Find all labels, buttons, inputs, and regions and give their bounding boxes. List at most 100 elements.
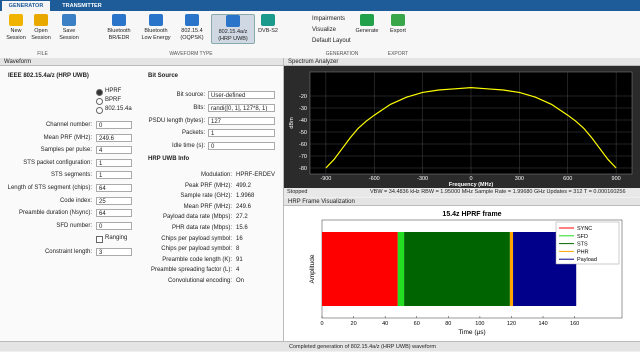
button-label: Save Session [59,28,79,41]
frame-segment [322,232,398,306]
info-value: 499.2 [236,182,252,189]
field-value[interactable]: 1 [96,158,132,167]
field-label: Packets: [181,130,205,137]
field-label: Bit source: [176,92,205,98]
menu-item[interactable]: Impairments [312,16,346,22]
icon [391,14,405,26]
icon [185,14,199,26]
x-tick-label: 300 [515,176,524,182]
menu-item[interactable]: Visualize [312,27,336,33]
x-tick-label: -600 [369,176,380,182]
info-label: Payload data rate (Mbps): [162,214,232,221]
button-label: New Session [6,28,26,41]
button[interactable]: Save Session [56,14,82,42]
info-value: 15.6 [236,225,248,231]
group-label: WAVEFORM TYPE [169,51,213,57]
info-value: 4 [236,267,240,274]
field-label: Bits: [193,104,205,111]
menu-item[interactable]: Default Layout [312,38,351,44]
info-label: Modulation: [200,172,232,178]
y-tick-label: -40 [299,118,307,124]
section-header: IEEE 802.15.4a/z (HRP UWB) [8,73,89,79]
x-tick-label: 20 [351,321,357,327]
button[interactable]: Open Session [28,14,54,42]
info-value: 27.2 [236,214,248,221]
icon [149,14,163,26]
x-tick-label: 600 [563,176,572,182]
info-label: Chips per payload symbol: [161,246,232,253]
field-label: Channel number: [45,122,92,128]
state: Stopped [287,189,308,195]
field-label: Constraint length: [44,249,92,255]
field-label: PSDU length (bytes): [148,117,205,124]
checkbox[interactable] [96,236,103,243]
x-tick-label: 40 [382,321,388,327]
button[interactable]: Bluetooth BR/EDR [99,14,139,42]
icon [34,14,48,26]
field-value[interactable]: 127 [208,116,275,125]
field-value[interactable]: 3 [96,248,132,256]
y-tick-label: -60 [299,142,307,148]
x-tick-label: -900 [320,176,331,182]
info-label: Preamble code length (K): [162,256,232,263]
field-value[interactable]: 0 [96,121,132,129]
field-value[interactable]: 0 [208,142,275,151]
checkbox-label: Ranging [105,235,128,241]
field-label: Mean PRF (MHz): [43,134,92,141]
field-value[interactable]: 4 [96,146,132,155]
button[interactable]: DVB-S2 [255,14,281,35]
field-value[interactable]: 64 [96,209,132,218]
tab[interactable]: GENERATOR [2,1,50,11]
button[interactable]: 802.15.4 (OQPSK) [174,14,210,42]
info-label: Peak PRF (MHz): [184,182,232,189]
field-value[interactable]: 1 [96,171,132,180]
field-value[interactable]: 64 [96,184,132,192]
field-value[interactable]: 249.6 [96,133,132,142]
info-value: 1.9968 [236,193,255,200]
button[interactable]: New Session [3,14,29,42]
radio[interactable] [96,98,103,105]
icon [62,14,76,26]
field-value[interactable]: 1 [208,129,275,138]
info-value: HPRF-ERDEV [236,172,276,178]
field-label: Samples per pulse: [40,147,92,154]
x-tick-label: 120 [507,321,516,327]
field-label: STS segments: [50,172,92,179]
button[interactable]: 802.15.4a/z (HRP UWB) [211,14,255,44]
button[interactable]: Export [386,14,410,35]
button-label: Open Session [31,28,51,41]
info-label: Chips per payload symbol: [161,235,232,242]
radio-label: BPRF [105,97,122,103]
field-label: Preamble duration (Nsync): [18,210,92,217]
radio[interactable] [96,107,103,114]
field-value[interactable]: 25 [96,196,132,205]
info-value: 249.6 [236,203,252,210]
button-label: 802.15.4a/z (HRP UWB) [218,29,248,42]
legend-label: SFD [577,234,588,240]
field-label: STS packet configuration: [23,159,92,166]
field-label: Idle time (s): [171,143,205,150]
legend-label: PHR [577,249,589,255]
group-label: FILE [37,51,48,57]
x-tick-label: 80 [445,321,451,327]
legend-label: Payload [577,257,597,263]
field-value[interactable]: randi([0, 1], 127*8, 1) [208,103,275,112]
radio-label: 802.15.4a [105,106,132,112]
info-label: Mean PRF (MHz): [183,203,232,210]
info-label: PHR data rate (Mbps): [171,225,232,231]
button[interactable]: Bluetooth Low Energy [139,14,173,42]
x-axis-label: Time (μs) [458,329,485,336]
radio[interactable] [96,89,103,96]
frame-segment [397,232,405,306]
y-tick-label: -80 [299,166,307,172]
section-header: Bit Source [148,73,179,79]
icon [9,14,23,26]
field-value[interactable]: User-defined [208,91,275,99]
button-label: DVB-S2 [258,28,278,34]
tab[interactable]: TRANSMITTER [62,3,102,9]
spectrum-line [325,86,617,169]
button[interactable]: Generate [352,14,382,35]
x-axis-label: Frequency (MHz) [449,182,493,188]
field-value[interactable]: 0 [96,221,132,230]
button-label: Bluetooth Low Energy [141,28,171,41]
